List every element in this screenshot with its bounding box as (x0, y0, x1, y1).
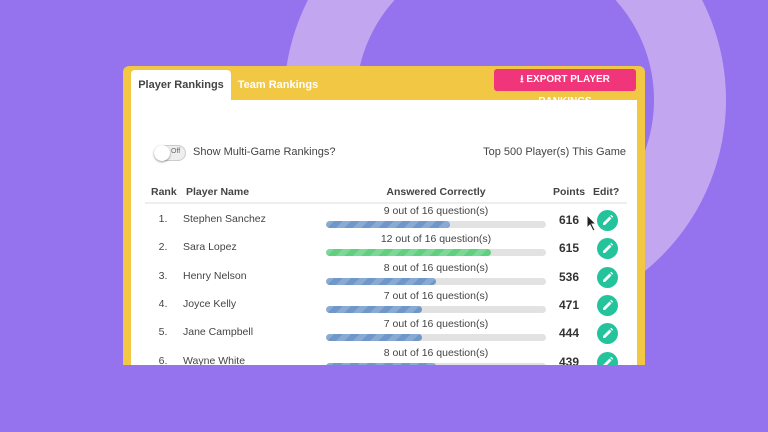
edit-icon (603, 214, 614, 225)
rank: 2. (158, 241, 168, 254)
rank: 6. (158, 354, 168, 366)
progress-fill (326, 334, 423, 342)
progress-fill (326, 362, 436, 365)
player-name: Stephen Sanchez (183, 213, 266, 225)
export-button[interactable]: ⭳ EXPORT PLAYER RANKINGS (494, 69, 636, 107)
answered-label: 12 out of 16 question(s) (380, 233, 492, 246)
edit-button[interactable] (597, 238, 618, 260)
rank: 1. (158, 213, 168, 225)
header-points: Points (552, 186, 586, 198)
summary: Top 500 Player(s) This Game (483, 146, 626, 158)
toggle-knob (154, 145, 170, 161)
progress-fill (326, 221, 450, 228)
toggle-label: Show Multi-Game Rankings? (193, 146, 336, 158)
progress-track (326, 362, 546, 365)
rank: 3. (158, 269, 168, 282)
tab-active[interactable]: Player Rankings (131, 70, 231, 100)
edit-button[interactable] (597, 323, 618, 345)
progress-track (326, 334, 546, 342)
progress-fill (326, 305, 423, 313)
header-rank: Rank (151, 186, 177, 198)
points: 439 (558, 354, 580, 366)
answered-label: 8 out of 16 question(s) (383, 261, 489, 274)
rankings-card: Player Rankings Team Rankings ⭳ EXPORT P… (123, 66, 645, 365)
edit-button[interactable] (597, 210, 618, 231)
points: 444 (558, 326, 580, 341)
points: 616 (558, 213, 580, 227)
rank: 4. (158, 297, 168, 310)
edit-icon (603, 271, 614, 282)
edit-button[interactable] (597, 266, 618, 288)
header-edit: Edit? (593, 186, 620, 198)
progress-fill (326, 249, 491, 257)
progress-track (326, 249, 546, 257)
answered-label: 7 out of 16 question(s) (383, 318, 489, 331)
progress-track (326, 277, 546, 285)
toggle[interactable]: Off (154, 145, 186, 161)
edit-icon (603, 299, 614, 310)
panel: Off Show Multi-Game Rankings? Top 500 Pl… (131, 100, 637, 365)
header-name: Player Name (186, 186, 250, 198)
points: 536 (558, 269, 580, 284)
progress-fill (326, 277, 436, 285)
player-name: Sara Lopez (183, 241, 237, 254)
player-name: Wayne White (183, 354, 246, 366)
cursor (586, 214, 598, 232)
header-answered: Answered Correctly (386, 186, 486, 198)
progress-track (326, 305, 546, 313)
player-name: Joyce Kelly (183, 297, 237, 310)
edit-icon (603, 327, 614, 339)
header-divider (145, 202, 627, 204)
toggle-state: Off (171, 148, 181, 155)
answered-label: 9 out of 16 question(s) (383, 205, 489, 217)
tab[interactable]: Team Rankings (237, 79, 319, 91)
edit-icon (603, 356, 614, 365)
points: 615 (558, 241, 580, 256)
answered-label: 8 out of 16 question(s) (383, 346, 489, 359)
answered-label: 7 out of 16 question(s) (383, 289, 489, 302)
edit-button[interactable] (597, 351, 618, 365)
rank: 5. (158, 326, 168, 339)
edit-button[interactable] (597, 294, 618, 316)
progress-track (326, 221, 546, 228)
points: 471 (558, 297, 580, 312)
player-name: Henry Nelson (183, 269, 247, 282)
edit-icon (603, 243, 614, 254)
player-name: Jane Campbell (183, 326, 254, 339)
